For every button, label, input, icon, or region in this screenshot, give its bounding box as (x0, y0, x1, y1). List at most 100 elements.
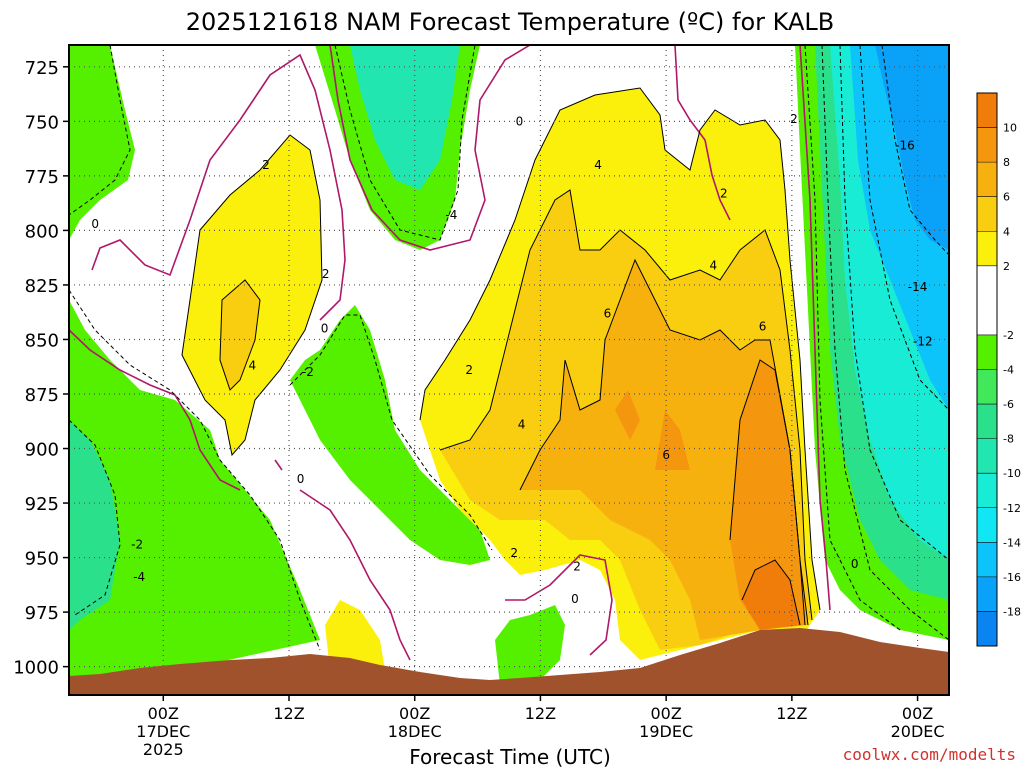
contour-label: 0 (516, 114, 524, 128)
colorbar-band (977, 576, 997, 612)
contour-label: 0 (851, 557, 859, 571)
contour-label: 2 (322, 267, 330, 281)
colorbar-tick-label: -2 (1003, 329, 1014, 342)
colorbar-tick-label: -12 (1003, 502, 1021, 515)
warm-blob-left-core (220, 280, 260, 390)
credit-text: coolwx.com/modelts (843, 745, 1016, 764)
contour-label: -4 (445, 208, 457, 222)
colorbar-tick-label: 10 (1003, 122, 1017, 135)
colorbar-band (977, 369, 997, 405)
plot-area (69, 45, 949, 695)
y-tick-label: 825 (25, 276, 59, 297)
cold-tongue-bottom (495, 605, 565, 685)
x-tick-label: 12Z (273, 704, 304, 723)
contour-label: 2 (510, 546, 518, 560)
contour-label: -4 (133, 570, 145, 584)
x-axis-label: Forecast Time (UTC) (409, 745, 611, 768)
contour-label: 2 (720, 186, 728, 200)
y-tick-label: 800 (25, 221, 59, 242)
colorbar-tick-label: 8 (1003, 156, 1010, 169)
x-tick-label: 20DEC (891, 722, 945, 741)
contour-label: 4 (594, 158, 602, 172)
contour-label: 6 (604, 306, 612, 320)
contour-label: 4 (249, 359, 257, 373)
x-tick-label: 00Z (902, 704, 933, 723)
contour-label: 0 (297, 472, 305, 486)
contour-label: -14 (908, 280, 928, 294)
cold-region-right-16 (875, 45, 949, 250)
contour-label: 0 (571, 592, 579, 606)
x-tick-label: 17DEC (136, 722, 190, 741)
y-tick-label: 875 (25, 385, 59, 406)
plot-frame (68, 44, 950, 696)
colorbar-tick-label: 4 (1003, 225, 1010, 238)
colorbar-band (977, 611, 997, 646)
x-tick-label: 00Z (399, 704, 430, 723)
x-tick-label: 00Z (650, 704, 681, 723)
contour-label: 2 (262, 158, 270, 172)
colorbar: 10 8 6 4 2 -2 -4 -6 -8 -10 -12 -14 -16 -18 (976, 92, 1021, 647)
colorbar-tick-label: -18 (1003, 605, 1021, 618)
cold-region-left-core (69, 420, 120, 630)
contour-label: 2 (573, 559, 581, 573)
x-tick-label: 2025 (143, 740, 184, 759)
y-tick-label: 750 (25, 112, 59, 133)
contour-label: 0 (321, 322, 329, 336)
cold-trough-upper-core (350, 45, 460, 190)
contour-label: 4 (709, 258, 717, 272)
colorbar-tick-label: -10 (1003, 467, 1021, 480)
y-tick-label: 950 (25, 549, 59, 570)
contour-labels: 0 2 4 2 0 -2 -4 0 2 4 2 0 -2 -4 4 6 2 0 2 4 6 6 2 0 -16 -14 -12 (91, 112, 933, 606)
colorbar-band (977, 404, 997, 439)
colorbar-tick-label: 6 (1003, 191, 1010, 204)
colorbar-band (977, 93, 997, 128)
contour-label: 6 (662, 448, 670, 462)
surface-terrain (69, 628, 949, 695)
contour-label: -2 (131, 537, 143, 551)
y-tick-label: 1000 (13, 658, 59, 679)
x-tick-label: 19DEC (639, 722, 693, 741)
colorbar-band (977, 162, 997, 197)
grid-lines (69, 45, 949, 695)
contour-label: 4 (518, 418, 526, 432)
positive-contours (181, 87, 821, 626)
colorbar-band (977, 334, 997, 370)
chart-title: 2025121618 NAM Forecast Temperature (ºC)… (186, 8, 835, 36)
colorbar-band (977, 265, 997, 335)
colorbar-tick-label: -4 (1003, 364, 1014, 377)
contour-label: -12 (913, 335, 933, 349)
colorbar-band (977, 473, 997, 508)
colorbar-band (977, 127, 997, 163)
y-axis: 725 750 775 800 825 850 875 900 925 950 975 1000 (13, 58, 69, 679)
warm-blob-bottom (325, 600, 385, 670)
colorbar-band (977, 542, 997, 577)
colorbar-band (977, 196, 997, 232)
cold-region-left (69, 45, 320, 695)
y-tick-label: 725 (25, 58, 59, 79)
contour-label: 2 (790, 112, 798, 126)
contour-label: -16 (895, 138, 915, 152)
y-tick-label: 975 (25, 603, 59, 624)
cold-tongue-center (290, 305, 490, 565)
y-tick-label: 900 (25, 440, 59, 461)
x-tick-label: 00Z (148, 704, 179, 723)
colorbar-band (977, 231, 997, 266)
y-tick-label: 850 (25, 330, 59, 351)
contour-label: 6 (759, 319, 767, 333)
x-tick-label: 18DEC (388, 722, 442, 741)
warm-region-10 (742, 560, 800, 630)
negative-contours (69, 45, 949, 651)
contour-label: 0 (91, 217, 99, 231)
contour-label: -2 (302, 365, 314, 379)
colorbar-tick-label: -14 (1003, 536, 1021, 549)
y-tick-label: 775 (25, 167, 59, 188)
colorbar-tick-label: -8 (1003, 433, 1014, 446)
zero-contours (69, 45, 831, 661)
contour-label: 2 (465, 363, 473, 377)
x-tick-label: 12Z (525, 704, 556, 723)
colorbar-tick-label: 2 (1003, 260, 1010, 273)
y-tick-label: 925 (25, 494, 59, 515)
warm-region-8 (615, 360, 805, 630)
